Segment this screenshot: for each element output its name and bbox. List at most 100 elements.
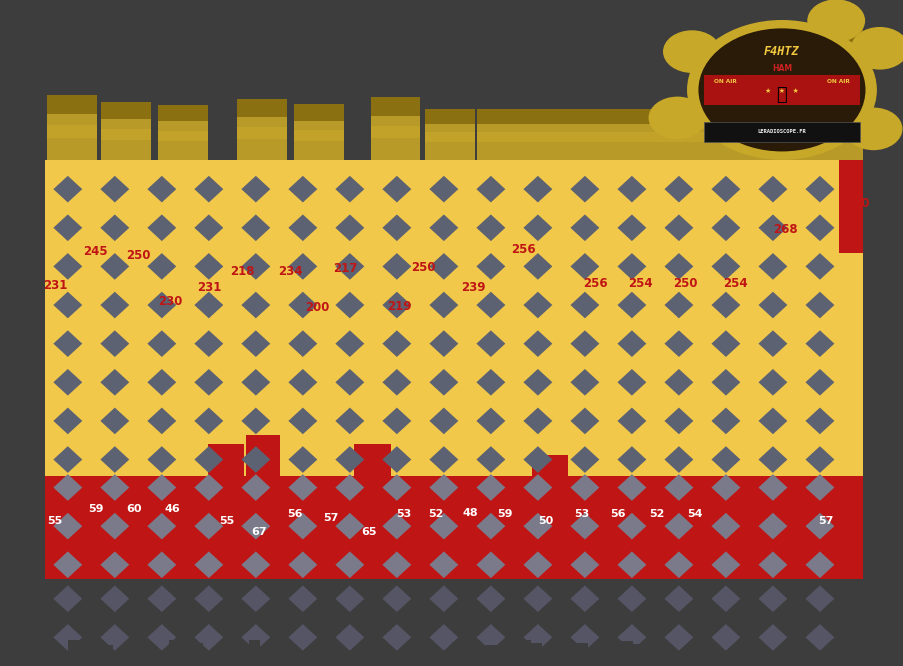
Bar xyxy=(877,8,903,17)
Bar xyxy=(45,0,56,15)
Polygon shape xyxy=(335,551,364,578)
Polygon shape xyxy=(805,446,833,473)
Bar xyxy=(522,110,572,160)
Polygon shape xyxy=(758,292,787,318)
Polygon shape xyxy=(523,551,552,578)
Bar xyxy=(170,640,181,666)
Bar xyxy=(424,133,474,143)
Bar xyxy=(835,0,847,24)
Text: 52: 52 xyxy=(648,509,664,519)
Polygon shape xyxy=(758,369,787,396)
Bar xyxy=(0,8,5,17)
Bar xyxy=(113,661,125,666)
Bar xyxy=(0,142,23,150)
Bar xyxy=(0,558,16,566)
Bar xyxy=(0,516,6,525)
Polygon shape xyxy=(523,408,552,434)
Bar xyxy=(632,0,643,5)
Polygon shape xyxy=(335,585,364,612)
Bar xyxy=(877,649,903,658)
Bar xyxy=(0,316,5,325)
Polygon shape xyxy=(288,474,317,501)
Bar xyxy=(424,110,474,160)
Bar xyxy=(11,653,23,666)
Polygon shape xyxy=(147,446,176,473)
Bar xyxy=(0,607,37,616)
Polygon shape xyxy=(429,585,458,612)
Bar xyxy=(567,110,617,160)
Bar xyxy=(0,67,33,75)
Polygon shape xyxy=(288,446,317,473)
Bar xyxy=(47,125,97,138)
Bar xyxy=(0,59,23,67)
Polygon shape xyxy=(194,624,223,651)
Bar xyxy=(79,657,90,666)
Polygon shape xyxy=(664,624,693,651)
Polygon shape xyxy=(100,585,129,612)
Bar xyxy=(0,408,4,416)
Bar xyxy=(248,639,260,666)
Bar xyxy=(900,200,903,208)
Bar xyxy=(350,0,361,19)
Bar xyxy=(361,0,372,10)
Bar xyxy=(892,150,903,159)
Polygon shape xyxy=(147,551,176,578)
Polygon shape xyxy=(241,253,270,280)
Bar xyxy=(0,508,20,516)
Bar xyxy=(632,644,643,666)
Bar xyxy=(621,641,632,666)
Bar xyxy=(327,649,339,666)
Bar xyxy=(0,574,13,583)
Polygon shape xyxy=(570,330,599,357)
Polygon shape xyxy=(241,408,270,434)
Bar xyxy=(870,17,903,25)
Bar xyxy=(477,109,526,124)
Bar xyxy=(542,0,553,17)
Polygon shape xyxy=(100,624,129,651)
Bar xyxy=(282,0,293,21)
Bar xyxy=(657,110,707,160)
Polygon shape xyxy=(476,446,505,473)
Bar xyxy=(890,500,903,508)
Bar xyxy=(567,109,617,124)
Bar xyxy=(598,641,610,666)
Bar xyxy=(282,660,293,666)
Bar xyxy=(657,109,707,124)
Polygon shape xyxy=(100,253,129,280)
Bar xyxy=(871,616,903,625)
Bar xyxy=(858,651,869,666)
Bar xyxy=(56,654,68,666)
Polygon shape xyxy=(288,176,317,202)
Bar xyxy=(0,150,23,159)
Bar xyxy=(0,216,21,225)
Polygon shape xyxy=(147,474,176,501)
Bar xyxy=(876,91,903,100)
Bar xyxy=(587,0,598,11)
Circle shape xyxy=(806,0,864,42)
Bar xyxy=(486,645,497,666)
Bar xyxy=(350,657,361,666)
Bar xyxy=(0,325,23,333)
Bar xyxy=(898,466,903,474)
Polygon shape xyxy=(664,408,693,434)
Polygon shape xyxy=(429,253,458,280)
Bar xyxy=(703,75,859,105)
Bar xyxy=(835,654,847,666)
Polygon shape xyxy=(523,292,552,318)
Bar xyxy=(497,665,507,666)
Polygon shape xyxy=(429,214,458,241)
Bar xyxy=(293,130,343,141)
Polygon shape xyxy=(711,446,740,473)
Bar xyxy=(553,641,564,666)
Bar xyxy=(208,444,244,476)
Bar xyxy=(878,41,903,50)
Bar xyxy=(68,0,79,9)
Polygon shape xyxy=(241,624,270,651)
Bar xyxy=(226,653,237,666)
Bar xyxy=(870,425,903,433)
Bar xyxy=(883,350,903,358)
Bar xyxy=(519,0,531,3)
Polygon shape xyxy=(758,624,787,651)
Bar xyxy=(838,87,862,113)
Bar xyxy=(745,656,757,666)
